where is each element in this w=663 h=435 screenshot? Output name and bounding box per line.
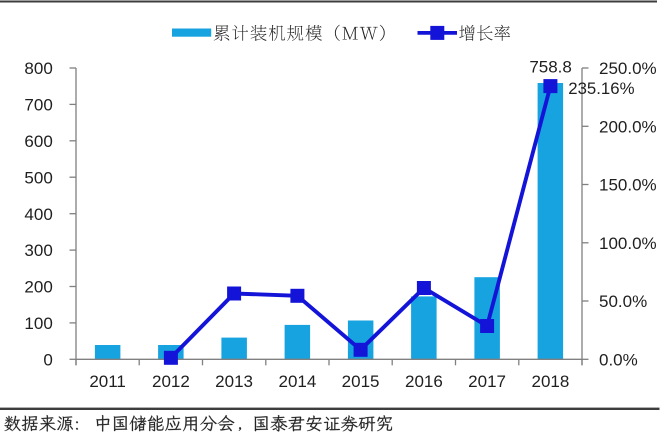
svg-text:2014: 2014 (278, 372, 316, 391)
svg-text:200: 200 (24, 278, 52, 297)
svg-text:2011: 2011 (89, 372, 126, 391)
svg-text:700: 700 (24, 96, 52, 115)
svg-text:0.0%: 0.0% (599, 350, 638, 369)
svg-text:50.0%: 50.0% (599, 292, 647, 311)
svg-text:800: 800 (24, 59, 52, 78)
svg-text:250.0%: 250.0% (599, 59, 657, 78)
svg-text:600: 600 (24, 132, 52, 151)
svg-text:150.0%: 150.0% (599, 176, 657, 195)
svg-text:200.0%: 200.0% (599, 117, 657, 136)
svg-text:300: 300 (24, 241, 52, 260)
svg-text:2013: 2013 (215, 372, 253, 391)
svg-text:0: 0 (43, 350, 52, 369)
svg-text:500: 500 (24, 168, 52, 187)
svg-text:758.8: 758.8 (529, 57, 572, 76)
svg-text:400: 400 (24, 205, 52, 224)
svg-text:100.0%: 100.0% (599, 234, 657, 253)
svg-text:100: 100 (24, 314, 52, 333)
svg-text:2012: 2012 (152, 372, 190, 391)
svg-text:2018: 2018 (531, 372, 569, 391)
svg-text:2015: 2015 (342, 372, 380, 391)
svg-text:235.16%: 235.16% (568, 79, 634, 98)
svg-text:2016: 2016 (405, 372, 443, 391)
svg-text:2017: 2017 (468, 372, 506, 391)
